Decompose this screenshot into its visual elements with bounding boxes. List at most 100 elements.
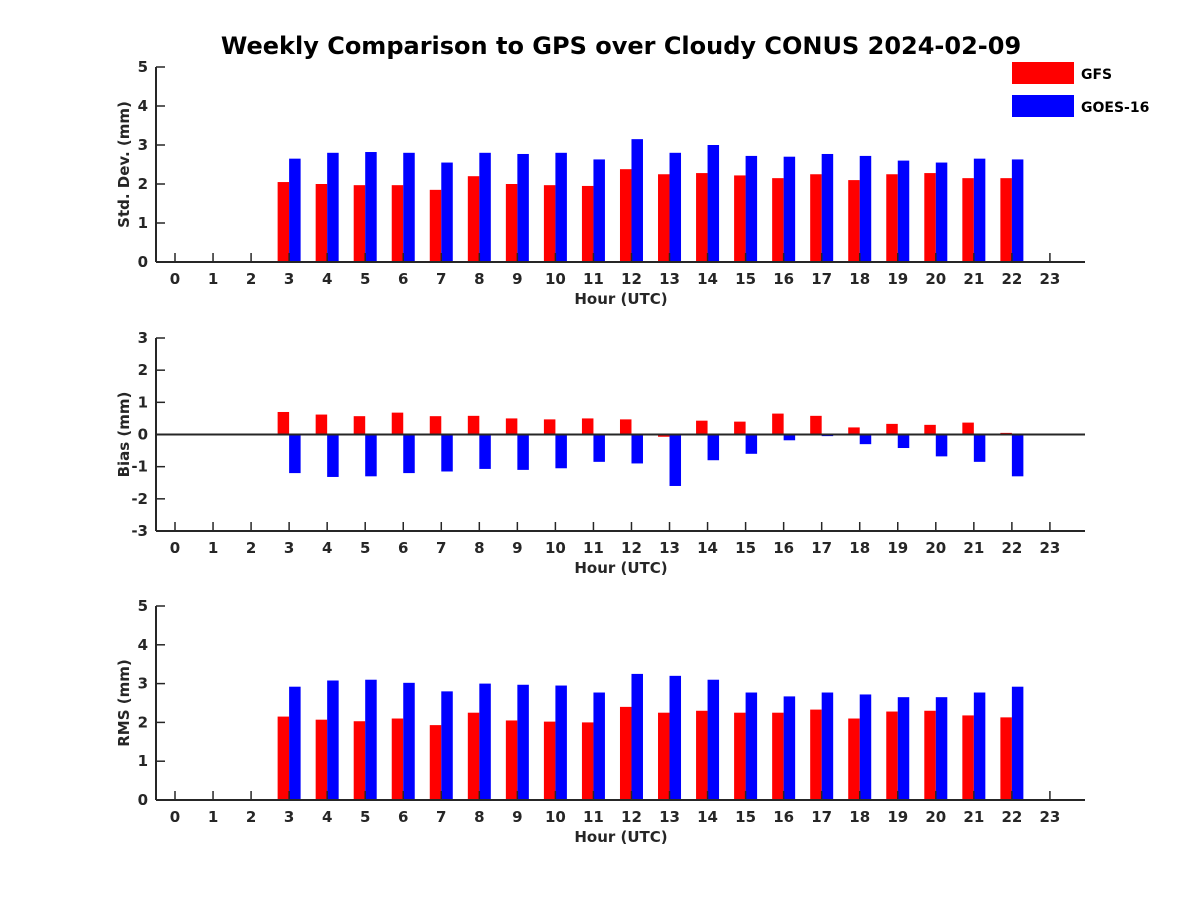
bias-ylabel: Bias (mm) xyxy=(115,392,133,478)
rms-bar-goes16-h17 xyxy=(821,692,834,800)
rms-bar-gfs-h3 xyxy=(277,716,290,800)
rms-ylabel: RMS (mm) xyxy=(115,659,133,746)
rms-xtick-label-12: 12 xyxy=(621,808,642,826)
rms-bar-gfs-h11 xyxy=(581,722,594,800)
rms-bar-gfs-h8 xyxy=(467,712,480,800)
bias-xtick-label-23: 23 xyxy=(1039,539,1060,557)
bias-xtick-label-2: 2 xyxy=(246,539,256,557)
std-dev-bar-gfs-h17 xyxy=(810,174,822,262)
std-dev-bar-gfs-h15 xyxy=(734,175,746,262)
rms-bar-goes16-h16 xyxy=(783,696,796,800)
bias-bar-goes16-h6 xyxy=(403,434,415,474)
bias-ytick-label-0: -3 xyxy=(131,522,148,540)
std-dev-xtick-label-11: 11 xyxy=(583,270,604,288)
rms-ytick-label-1: 1 xyxy=(138,752,148,770)
rms-bar-gfs-h20 xyxy=(924,710,936,800)
bias-bar-goes16-h21 xyxy=(973,434,986,462)
bias-ytick-label-5: 2 xyxy=(138,361,148,379)
rms-xtick-label-20: 20 xyxy=(925,808,946,826)
rms-xtick-label-18: 18 xyxy=(849,808,870,826)
bias-bar-gfs-h5 xyxy=(353,416,366,435)
rms-bar-gfs-h10 xyxy=(543,721,556,800)
legend-label-gfs: GFS xyxy=(1081,67,1112,83)
bias-bar-gfs-h13 xyxy=(658,434,670,437)
bias-ytick-label-2: -1 xyxy=(131,458,148,476)
std-dev-xtick-label-12: 12 xyxy=(621,270,642,288)
std-dev-bar-goes16-h15 xyxy=(745,155,758,262)
bias-bar-goes16-h15 xyxy=(745,434,758,454)
rms-xtick-label-3: 3 xyxy=(284,808,294,826)
bias-bar-gfs-h3 xyxy=(277,411,290,435)
bias-bar-goes16-h16 xyxy=(783,434,796,441)
bias-xtick-label-10: 10 xyxy=(545,539,566,557)
rms-bar-gfs-h22 xyxy=(1000,717,1012,800)
std-dev-xtick-label-18: 18 xyxy=(849,270,870,288)
bias-xtick-label-11: 11 xyxy=(583,539,604,557)
std-dev-xtick-label-14: 14 xyxy=(697,270,718,288)
rms-bar-goes16-h8 xyxy=(479,683,491,800)
std-dev-bar-goes16-h7 xyxy=(441,162,453,262)
rms-bar-goes16-h15 xyxy=(745,692,758,800)
std-dev-xtick-label-3: 3 xyxy=(284,270,294,288)
std-dev-bar-gfs-h20 xyxy=(924,173,936,262)
chart-title: Weekly Comparison to GPS over Cloudy CON… xyxy=(221,32,1021,60)
bias-bar-goes16-h12 xyxy=(631,434,643,464)
std-dev-ytick-label-2: 2 xyxy=(138,175,148,193)
std-dev-bar-gfs-h14 xyxy=(696,173,708,262)
rms-bar-goes16-h21 xyxy=(973,692,986,800)
std-dev-xtick-label-4: 4 xyxy=(322,270,332,288)
std-dev-bar-gfs-h6 xyxy=(391,185,404,262)
std-dev-bar-goes16-h6 xyxy=(403,152,415,262)
bias-bar-gfs-h14 xyxy=(696,420,708,435)
rms-xtick-label-10: 10 xyxy=(545,808,566,826)
bias-bar-gfs-h16 xyxy=(772,413,784,435)
legend-label-goes16: GOES-16 xyxy=(1081,100,1149,116)
bias-bar-goes16-h13 xyxy=(669,434,682,486)
std-dev-bar-goes16-h20 xyxy=(935,162,948,262)
bias-xtick-label-1: 1 xyxy=(208,539,218,557)
std-dev-ytick-label-4: 4 xyxy=(138,97,148,115)
std-dev-bar-gfs-h19 xyxy=(886,174,898,262)
rms-bar-gfs-h17 xyxy=(810,709,822,800)
bias-bar-gfs-h11 xyxy=(581,418,594,435)
bias-bar-goes16-h3 xyxy=(289,434,301,474)
rms-xtick-label-13: 13 xyxy=(659,808,680,826)
legend-swatch-gfs xyxy=(1012,62,1074,84)
bias-xtick-label-3: 3 xyxy=(284,539,294,557)
bias-xtick-label-8: 8 xyxy=(474,539,484,557)
rms-bar-goes16-h6 xyxy=(403,682,415,800)
bias-xtick-label-9: 9 xyxy=(512,539,522,557)
rms-xtick-label-2: 2 xyxy=(246,808,256,826)
rms-xtick-label-9: 9 xyxy=(512,808,522,826)
rms-xtick-label-17: 17 xyxy=(811,808,832,826)
rms-bar-goes16-h14 xyxy=(707,679,720,800)
rms-bar-goes16-h5 xyxy=(365,679,377,800)
rms-ytick-label-3: 3 xyxy=(138,675,148,693)
rms-xtick-label-7: 7 xyxy=(436,808,446,826)
std-dev-xtick-label-19: 19 xyxy=(887,270,908,288)
std-dev-bar-goes16-h16 xyxy=(783,156,796,262)
rms-bar-goes16-h3 xyxy=(289,686,301,800)
bias-bar-gfs-h7 xyxy=(429,416,442,435)
rms-bar-gfs-h14 xyxy=(696,710,708,800)
rms-xtick-label-16: 16 xyxy=(773,808,794,826)
std-dev-bar-goes16-h17 xyxy=(821,153,834,262)
std-dev-xlabel: Hour (UTC) xyxy=(574,290,667,308)
bias-bar-gfs-h17 xyxy=(810,415,822,435)
bias-xtick-label-15: 15 xyxy=(735,539,756,557)
rms-bar-gfs-h16 xyxy=(772,712,784,800)
rms-xtick-label-4: 4 xyxy=(322,808,332,826)
std-dev-ytick-label-3: 3 xyxy=(138,136,148,154)
bias-xtick-label-19: 19 xyxy=(887,539,908,557)
rms-xtick-label-14: 14 xyxy=(697,808,718,826)
rms-bar-gfs-h21 xyxy=(962,715,974,800)
std-dev-xtick-label-20: 20 xyxy=(925,270,946,288)
legend-swatch-goes16 xyxy=(1012,95,1074,117)
bias-bar-goes16-h5 xyxy=(365,434,377,477)
bias-bar-gfs-h4 xyxy=(315,414,328,435)
std-dev-ylabel: Std. Dev. (mm) xyxy=(115,101,133,228)
std-dev-bar-gfs-h9 xyxy=(505,184,518,262)
std-dev-bar-goes16-h9 xyxy=(517,153,529,262)
std-dev-xtick-label-17: 17 xyxy=(811,270,832,288)
